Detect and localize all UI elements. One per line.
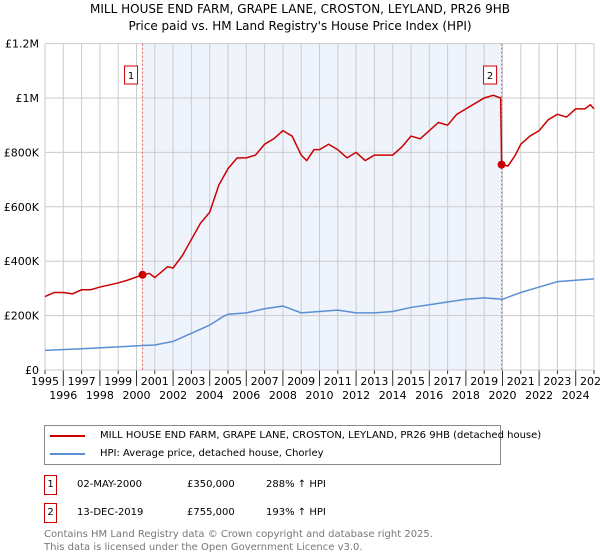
x-tick-label: 1996 <box>49 389 77 402</box>
x-tick-label: 2004 <box>196 389 224 402</box>
sale-label: 2 <box>487 71 493 82</box>
x-tick-label: 2020 <box>489 389 517 402</box>
x-tick-label: 2005 <box>214 375 242 388</box>
y-tick-label: £400K <box>4 255 40 268</box>
x-tick-label: 2025 <box>580 375 600 388</box>
sale-point <box>497 160 506 169</box>
legend-line-blue <box>50 453 85 455</box>
x-tick-label: 2008 <box>269 389 297 402</box>
x-tick-label: 2021 <box>507 375 535 388</box>
x-tick-label: 2003 <box>177 375 205 388</box>
x-tick-label: 2022 <box>525 389 553 402</box>
x-tick-label: 2018 <box>452 389 480 402</box>
sale-hpi-change: 288% ↑ HPI <box>266 479 326 490</box>
chart-title: MILL HOUSE END FARM, GRAPE LANE, CROSTON… <box>90 2 510 16</box>
x-tick-label: 2017 <box>434 375 462 388</box>
x-tick-label: 2007 <box>251 375 279 388</box>
x-tick-label: 2014 <box>379 389 407 402</box>
sale-price: £755,000 <box>187 507 235 518</box>
chart-subtitle: Price paid vs. HM Land Registry's House … <box>128 19 472 33</box>
x-tick-label: 2019 <box>470 375 498 388</box>
x-tick-label: 2015 <box>397 375 425 388</box>
footer: Contains HM Land Registry data © Crown c… <box>44 528 433 554</box>
x-tick-label: 1995 <box>31 375 59 388</box>
y-tick-label: £1.2M <box>5 38 39 51</box>
legend-label: HPI: Average price, detached house, Chor… <box>100 448 324 459</box>
hpi-line <box>44 278 595 352</box>
x-tick-label: 2013 <box>360 375 388 388</box>
sale-marker-badge: 1 <box>44 475 57 495</box>
y-tick-label: £200K <box>4 310 40 323</box>
x-tick-label: 2012 <box>342 389 370 402</box>
x-tick-label: 2001 <box>141 375 169 388</box>
x-tick-label: 1999 <box>104 375 132 388</box>
x-tick-label: 2002 <box>159 389 187 402</box>
x-tick-label: 2016 <box>415 389 443 402</box>
sale-point <box>138 270 147 279</box>
sale-date: 13-DEC-2019 <box>77 507 144 518</box>
sale-date: 02-MAY-2000 <box>77 479 143 490</box>
x-tick-label: 2011 <box>324 375 352 388</box>
property-price-line <box>44 94 595 298</box>
legend-line-red <box>50 435 85 437</box>
sale-row-1: 1 02-MAY-2000 £350,000 288% ↑ HPI <box>44 475 544 495</box>
y-tick-label: £1M <box>16 92 40 105</box>
legend-label: MILL HOUSE END FARM, GRAPE LANE, CROSTON… <box>100 430 542 441</box>
x-tick-label: 2000 <box>123 389 151 402</box>
footer-line: This data is licensed under the Open Gov… <box>44 542 363 553</box>
sale-label-box <box>124 65 139 85</box>
y-tick-label: £0 <box>25 364 39 377</box>
x-tick-label: 2006 <box>232 389 260 402</box>
x-tick-label: 2024 <box>562 389 590 402</box>
legend: MILL HOUSE END FARM, GRAPE LANE, CROSTON… <box>44 425 541 465</box>
x-tick-label: 2009 <box>287 375 315 388</box>
sale-marker-badge: 2 <box>44 503 57 523</box>
sale-price: £350,000 <box>187 479 235 490</box>
y-tick-label: £600K <box>4 201 40 214</box>
sale-label: 1 <box>128 71 134 82</box>
x-tick-label: 1998 <box>86 389 114 402</box>
x-tick-label: 1997 <box>68 375 96 388</box>
y-tick-label: £800K <box>4 146 40 159</box>
footer-line: Contains HM Land Registry data © Crown c… <box>44 529 433 540</box>
sale-label-box <box>483 65 498 85</box>
price-chart: 1995199619971998199920002001200220032004… <box>4 38 600 402</box>
sale-row-2: 2 13-DEC-2019 £755,000 193% ↑ HPI <box>44 503 544 523</box>
x-tick-label: 2023 <box>543 375 571 388</box>
x-tick-label: 2010 <box>306 389 334 402</box>
sale-hpi-change: 193% ↑ HPI <box>266 507 326 518</box>
